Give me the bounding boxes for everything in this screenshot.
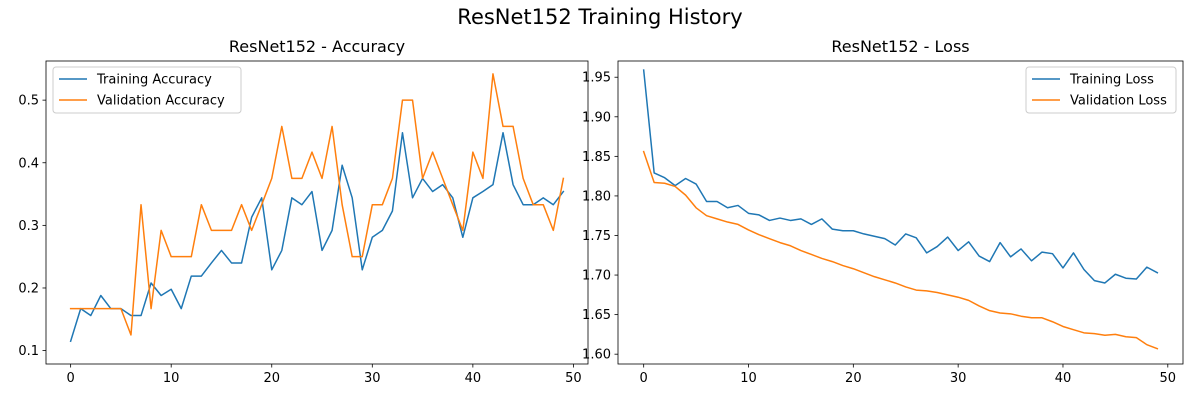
x-tick-label: 20 [845,371,862,386]
y-tick-label: 1.60 [582,348,611,363]
axes-frame [45,60,589,365]
series-line-validation-loss [642,150,1159,350]
y-tick-label: 1.95 [582,71,611,86]
x-tick-label: 50 [565,371,582,386]
x-tick-label: 50 [1160,371,1177,386]
legend-label: Validation Accuracy [97,94,225,109]
legend-label: Validation Loss [1070,94,1167,109]
y-tick-label: 1.85 [582,150,611,165]
x-tick-label: 0 [640,371,648,386]
legend-frame [52,66,242,114]
legend: Training Accuracy Validation Accuracy [52,66,242,114]
y-tick-label: 1.70 [582,269,611,284]
x-tick-label: 20 [263,371,280,386]
y-tick-label: 0.2 [18,281,39,296]
legend-label: Training Accuracy [96,73,212,88]
series-line-training-accuracy [69,131,565,343]
y-tick-label: 1.75 [582,229,611,244]
loss-chart: ResNet152 - Loss 0 10 20 30 40 50 1.60 1.65 1.70 1… [582,37,1184,386]
x-tick-label: 10 [163,371,180,386]
x-tick-label: 0 [66,371,74,386]
legend-frame [1025,66,1177,114]
y-tick-label: 1.80 [582,189,611,204]
x-tick-label: 40 [1055,371,1072,386]
series-line-training-loss [642,69,1159,284]
legend: Training Loss Validation Loss [1025,66,1177,114]
x-tick-label: 30 [364,371,381,386]
axes-title: ResNet152 - Accuracy [229,37,405,56]
x-tick-label: 10 [740,371,757,386]
y-tick-label: 0.4 [18,156,39,171]
y-tick-label: 0.5 [18,94,39,109]
y-tick-label: 1.90 [582,110,611,125]
legend-label: Training Loss [1069,73,1154,88]
y-tick-label: 0.1 [18,344,39,359]
series-line-validation-accuracy [69,73,565,336]
axes-frame [617,60,1184,365]
accuracy-chart: ResNet152 - Accuracy 0 10 20 30 40 50 0.1 0.2 0.3… [18,37,589,386]
figure-title: ResNet152 Training History [457,5,742,29]
y-tick-label: 0.3 [18,219,39,234]
x-tick-label: 30 [950,371,967,386]
y-tick-label: 1.65 [582,308,611,323]
axes-title: ResNet152 - Loss [831,37,969,56]
x-tick-label: 40 [465,371,482,386]
